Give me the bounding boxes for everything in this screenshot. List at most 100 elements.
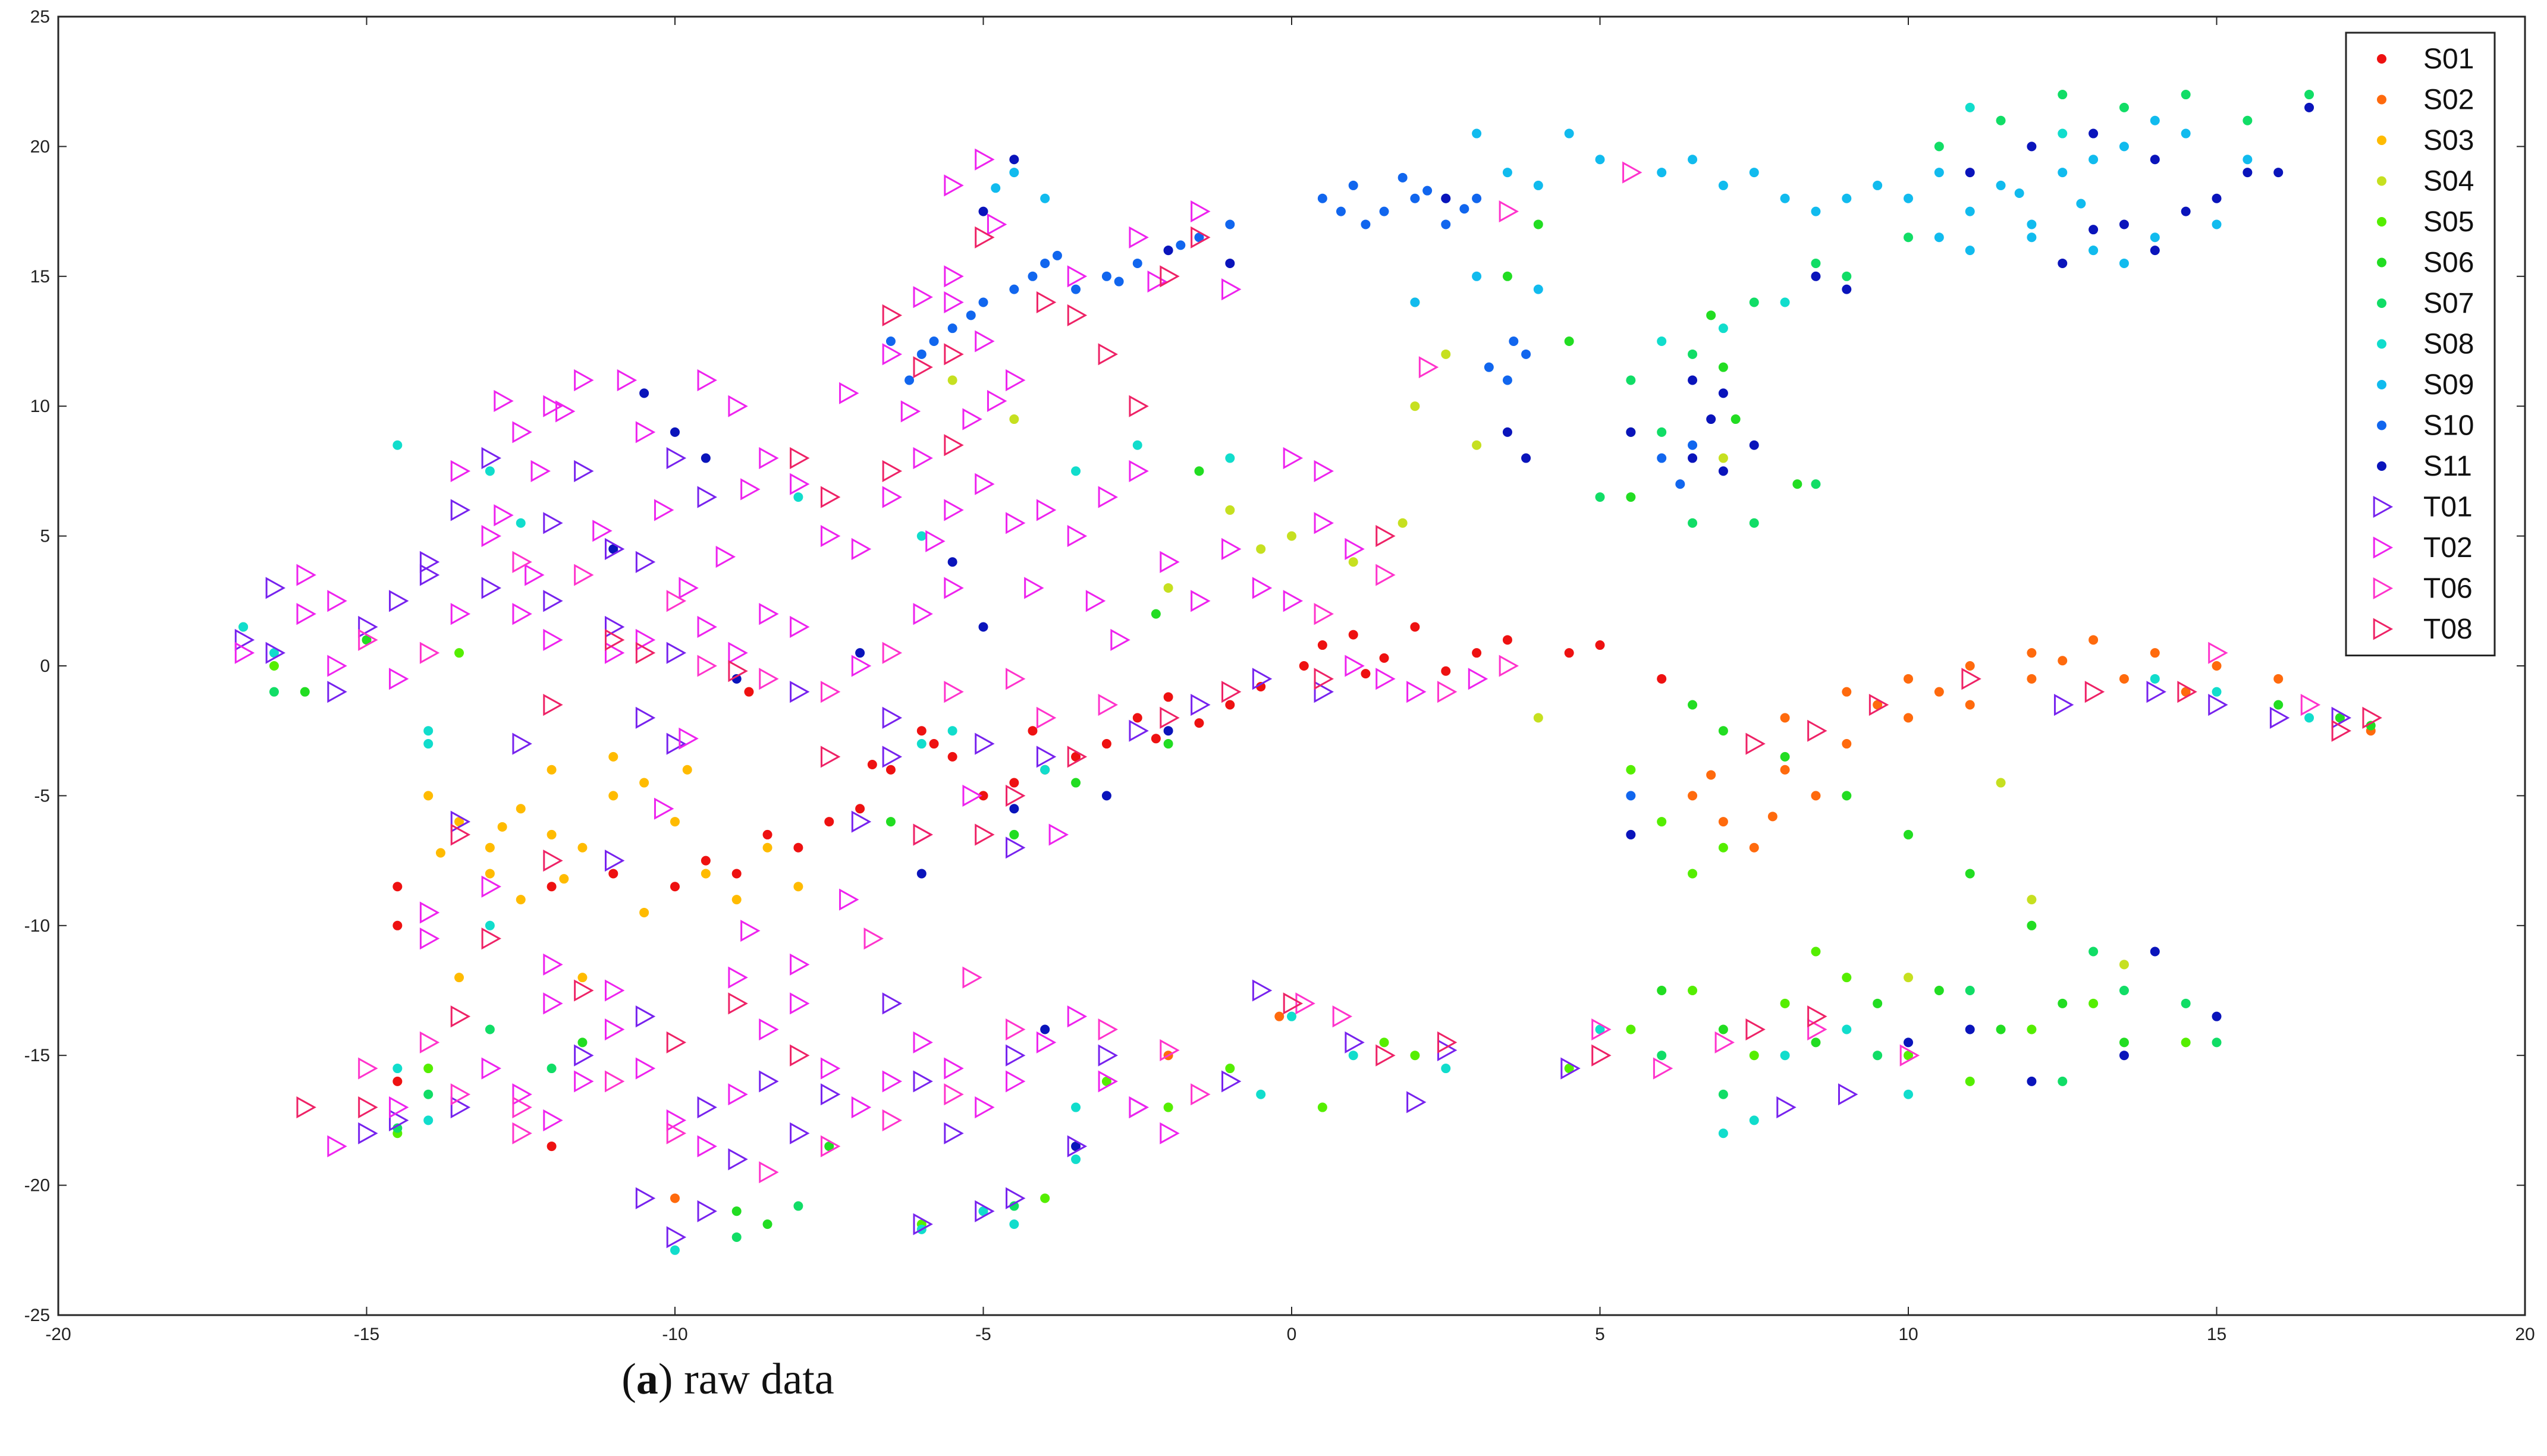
data-point-dot <box>1718 726 1728 736</box>
data-point-dot <box>1626 427 1636 437</box>
data-point-triangle <box>1067 1135 1088 1158</box>
data-point-triangle <box>987 389 1007 413</box>
data-point-triangle <box>1375 668 1396 690</box>
data-point-triangle <box>759 1161 779 1184</box>
data-point-triangle <box>715 545 736 568</box>
data-point-dot <box>1040 193 1050 203</box>
data-point-dot <box>1009 155 1019 165</box>
data-point-triangle <box>450 499 471 521</box>
data-point-dot <box>454 817 464 827</box>
data-point-dot <box>793 1201 803 1211</box>
data-point-dot <box>1811 206 1821 216</box>
data-point-dot <box>1811 946 1821 957</box>
data-point-triangle <box>1375 525 1396 548</box>
data-point-triangle <box>962 966 982 989</box>
legend-label: T08 <box>2423 614 2473 645</box>
data-point-dot <box>1904 193 1913 203</box>
data-point-triangle <box>1191 226 1211 249</box>
data-point-triangle <box>863 927 884 950</box>
data-point-triangle <box>851 810 872 833</box>
data-point-dot <box>1472 193 1482 203</box>
data-point-triangle <box>944 265 964 288</box>
data-point-dot <box>2089 946 2099 957</box>
data-point-triangle <box>1314 603 1334 625</box>
legend-label: S01 <box>2423 43 2474 75</box>
data-point-dot <box>2366 721 2376 731</box>
data-point-dot <box>1688 375 1698 385</box>
data-point-triangle <box>358 628 378 651</box>
data-point-triangle <box>481 447 501 470</box>
data-point-triangle <box>234 628 255 651</box>
data-point-dot <box>947 726 957 736</box>
data-point-dot <box>423 791 434 801</box>
data-point-dot <box>2212 1011 2222 1021</box>
data-point-triangle <box>1807 1005 1827 1028</box>
data-point-triangle <box>913 823 933 846</box>
x-tick-label: 10 <box>1898 1325 1918 1344</box>
data-point-dot <box>2027 895 2037 905</box>
data-point-triangle <box>1098 1044 1118 1067</box>
data-point-dot <box>423 1089 434 1099</box>
data-point-dot <box>1965 661 1975 671</box>
data-point-dot <box>1071 466 1081 476</box>
data-point-dot <box>2014 188 2024 199</box>
data-point-triangle <box>975 473 995 495</box>
data-point-triangle <box>543 512 563 534</box>
data-point-dot <box>1151 609 1161 619</box>
data-point-triangle <box>2208 693 2228 716</box>
data-point-dot <box>1101 791 1111 801</box>
series-t06 <box>358 161 2321 1184</box>
data-point-dot <box>639 388 649 398</box>
data-point-dot <box>2027 920 2037 930</box>
data-point-dot <box>1132 440 1142 450</box>
data-point-dot <box>762 842 772 853</box>
legend-marker-dot <box>2377 298 2386 308</box>
data-point-triangle <box>975 1200 995 1222</box>
data-point-triangle <box>481 875 501 898</box>
data-point-dot <box>885 337 896 346</box>
data-point-dot <box>1071 751 1081 762</box>
data-point-triangle <box>882 486 903 508</box>
data-point-triangle <box>450 460 471 482</box>
data-point-triangle <box>481 525 501 548</box>
data-point-dot <box>1718 1089 1728 1099</box>
data-point-triangle <box>697 1200 717 1222</box>
data-point-dot <box>485 466 495 476</box>
data-point-triangle <box>327 590 347 612</box>
data-point-triangle <box>327 655 347 677</box>
data-point-dot <box>731 869 742 879</box>
data-point-dot <box>670 1245 680 1255</box>
data-point-dot <box>1287 1011 1296 1021</box>
data-point-dot <box>1317 640 1327 650</box>
data-point-dot <box>1052 250 1062 260</box>
data-point-triangle <box>1006 1018 1026 1041</box>
data-point-triangle <box>419 641 440 664</box>
data-point-dot <box>1780 297 1790 307</box>
data-point-dot <box>2181 90 2191 100</box>
data-point-dot <box>929 337 939 346</box>
data-point-triangle <box>605 628 625 651</box>
data-point-dot <box>2150 946 2160 957</box>
data-point-dot <box>1780 751 1790 762</box>
data-point-dot <box>2150 246 2160 256</box>
data-point-triangle <box>759 1018 779 1041</box>
legend-marker-triangle <box>2373 495 2394 518</box>
data-point-triangle <box>790 1044 810 1067</box>
data-point-dot <box>1718 1024 1728 1034</box>
data-point-triangle <box>697 1135 717 1158</box>
data-point-triangle <box>1006 1187 1026 1209</box>
data-point-dot <box>2119 1051 2129 1061</box>
data-point-dot <box>2212 219 2222 229</box>
data-point-triangle <box>666 1122 687 1144</box>
data-point-dot <box>1163 739 1173 749</box>
data-point-triangle <box>790 473 810 495</box>
data-point-triangle <box>450 810 471 833</box>
data-point-dot <box>1348 180 1358 190</box>
data-point-dot <box>1996 1024 2006 1034</box>
data-point-dot <box>2150 232 2160 243</box>
data-point-dot <box>1626 375 1636 385</box>
legend-label: T01 <box>2423 492 2473 523</box>
legend-marker-dot <box>2377 339 2386 349</box>
data-point-dot <box>392 920 403 930</box>
data-point-dot <box>793 882 803 892</box>
